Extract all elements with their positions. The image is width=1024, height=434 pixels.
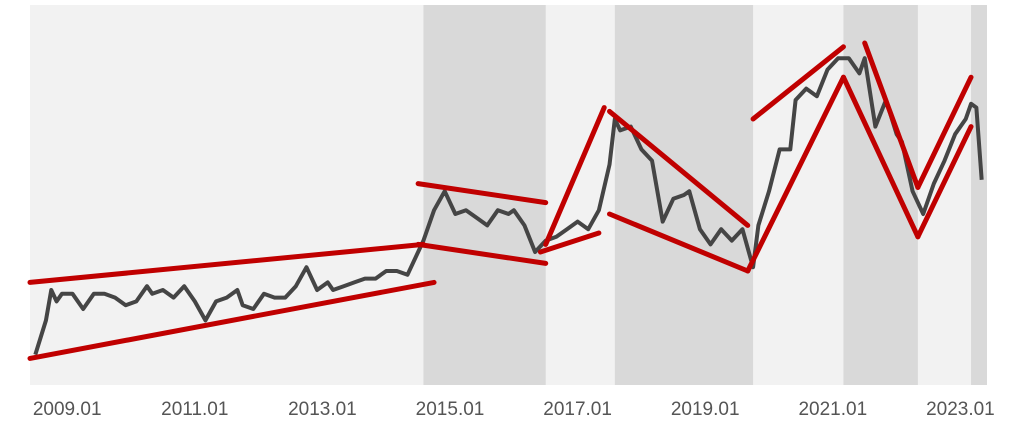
trend-line xyxy=(915,124,974,240)
x-tick-label: 2019.01 xyxy=(671,399,740,420)
trend-line xyxy=(27,279,437,361)
trend-line xyxy=(607,211,751,274)
x-tick-label: 2017.01 xyxy=(543,399,612,420)
shaded-period xyxy=(971,5,987,385)
x-tick-label: 2013.01 xyxy=(288,399,357,420)
trend-line xyxy=(745,74,846,274)
trend-line xyxy=(415,241,549,266)
x-tick-label: 2015.01 xyxy=(416,399,485,420)
trend-line xyxy=(915,74,974,190)
x-tick-label: 2023.01 xyxy=(926,399,995,420)
shaded-period xyxy=(843,5,918,385)
trend-line xyxy=(840,74,921,240)
x-tick-label: 2011.01 xyxy=(161,399,228,420)
trend-line xyxy=(607,108,751,228)
trend-line xyxy=(537,230,602,255)
trend-line xyxy=(750,44,846,122)
x-tick-label: 2009.01 xyxy=(33,399,102,420)
trend-line xyxy=(27,241,426,285)
trend-line xyxy=(862,40,921,190)
x-tick-label: 2021.01 xyxy=(798,399,867,420)
price-line xyxy=(33,56,984,356)
trend-line xyxy=(543,105,607,247)
trend-line xyxy=(415,181,549,206)
